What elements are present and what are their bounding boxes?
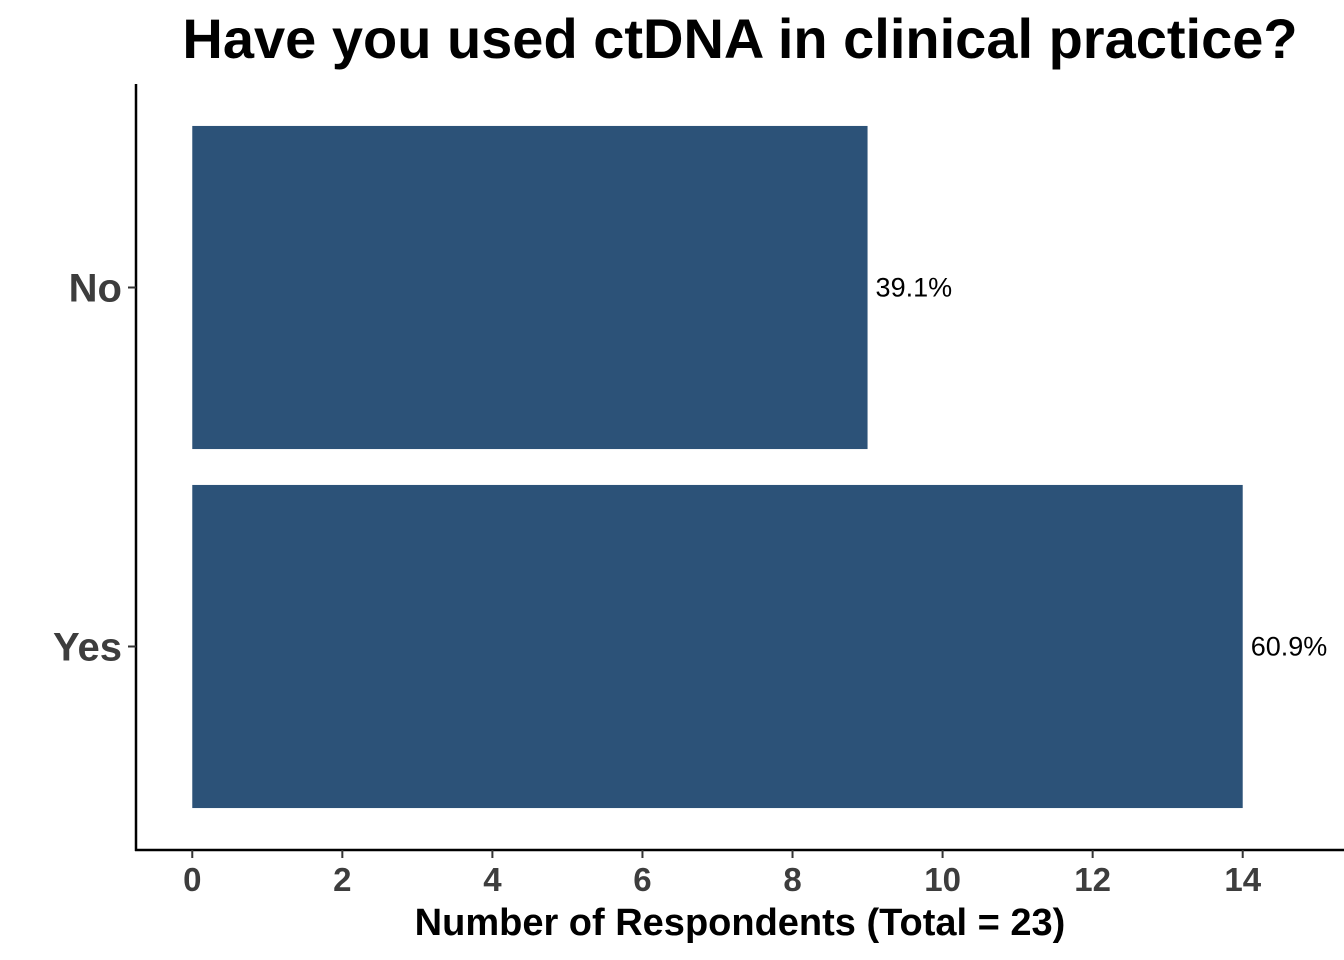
y-tick-label-no: No — [69, 267, 122, 311]
x-tick-label-4: 4 — [483, 861, 502, 898]
x-axis: 0 2 4 6 8 10 12 14 — [183, 850, 1262, 898]
x-tick-label-12: 12 — [1074, 861, 1111, 898]
x-tick-label-0: 0 — [183, 861, 201, 898]
y-axis: Yes No — [53, 267, 136, 670]
x-axis-title: Number of Respondents (Total = 23) — [415, 902, 1066, 944]
data-labels-layer: 60.9% 39.1% — [876, 273, 1328, 662]
x-tick-label-6: 6 — [633, 861, 651, 898]
data-label-yes: 60.9% — [1251, 632, 1328, 662]
bars-layer — [192, 125, 1243, 809]
x-tick-label-10: 10 — [924, 861, 961, 898]
x-tick-label-2: 2 — [333, 861, 351, 898]
x-tick-label-14: 14 — [1224, 861, 1261, 898]
x-tick-label-8: 8 — [783, 861, 801, 898]
y-tick-label-yes: Yes — [53, 626, 122, 670]
chart-title: Have you used ctDNA in clinical practice… — [182, 7, 1297, 70]
bar-no — [192, 125, 868, 450]
bar-yes — [192, 484, 1243, 809]
data-label-no: 39.1% — [876, 273, 953, 303]
